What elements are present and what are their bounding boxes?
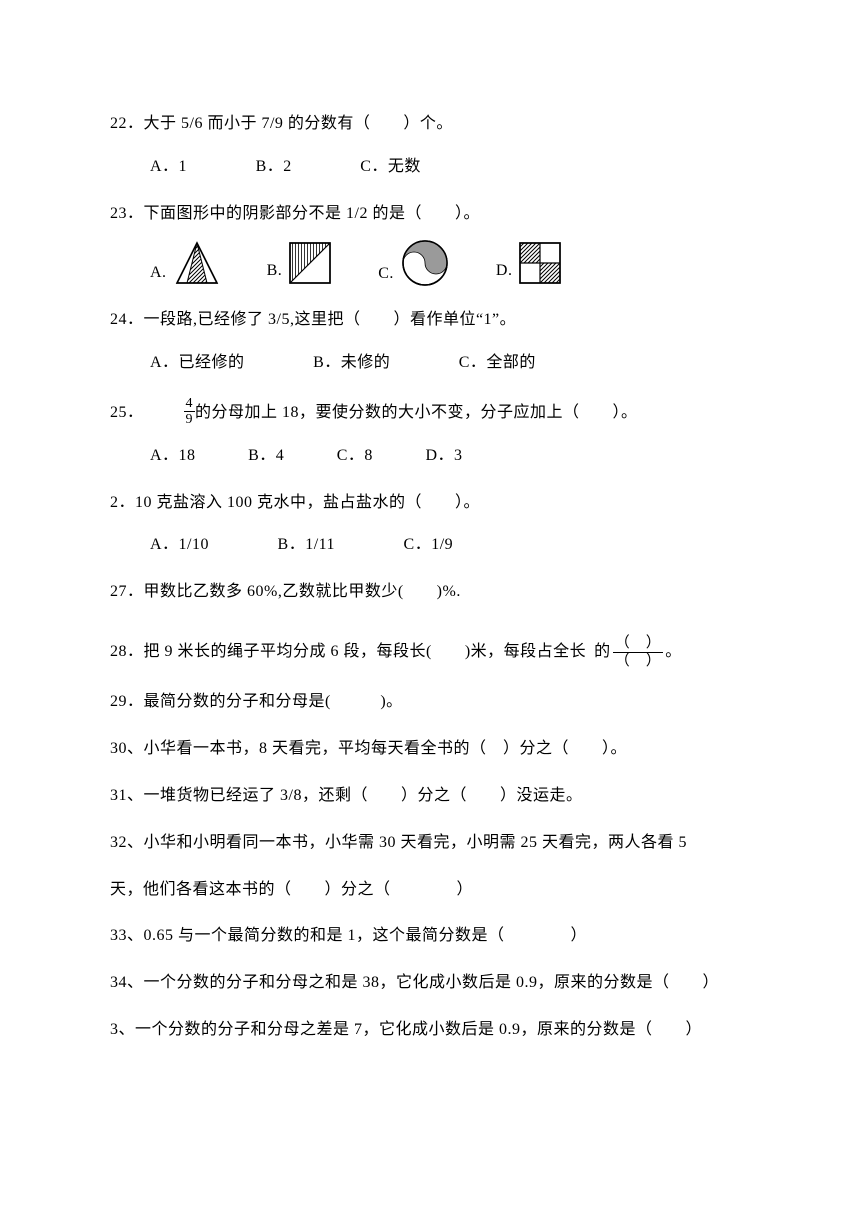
q23-label-c: C. (378, 260, 394, 289)
q26-opt-b: B．1/11 (278, 531, 336, 560)
q23-opt-b: B. (267, 241, 333, 285)
q28-trailing: 的 （ ） （ ） 。 (594, 635, 682, 671)
q26-text: 2．10 克盐溶入 100 克水中，盐占盐水的（ ）。 (110, 489, 760, 518)
q29: 29．最简分数的分子和分母是( )。 (110, 688, 760, 717)
q25-opt-c: C．8 (337, 442, 373, 471)
q23-text: 23．下面图形中的阴影部分不是 1/2 的是（ ）。 (110, 200, 760, 229)
q23-opt-d: D. (496, 241, 563, 285)
q31: 31、一堆货物已经运了 3/8，还剩（ ）分之（ ）没运走。 (110, 782, 760, 811)
paren-fraction: （ ） （ ） (613, 635, 664, 671)
q23: 23．下面图形中的阴影部分不是 1/2 的是（ ）。 A. B. (110, 200, 760, 289)
q27: 27．甲数比乙数多 60%,乙数就比甲数少( )%. (110, 578, 760, 607)
q24-options: A．已经修的 B．未修的 C．全部的 (110, 349, 760, 378)
q25-options: A．18 B．4 C．8 D．3 (110, 442, 760, 471)
q25-opt-b: B．4 (248, 442, 284, 471)
q26-opt-c: C．1/9 (404, 531, 454, 560)
q34: 34、一个分数的分子和分母之和是 38，它化成小数后是 0.9，原来的分数是（ … (110, 969, 760, 998)
q28-period: 。 (665, 638, 682, 667)
q25-prefix: 25． (110, 399, 144, 428)
paren-frac-den: （ ） (613, 652, 664, 670)
q32a: 32、小华和小明看同一本书，小华需 30 天看完，小明需 25 天看完，两人各看… (110, 829, 760, 858)
q26-opt-a: A．1/10 (150, 531, 209, 560)
q32b: 天，他们各看这本书的（ ）分之（ ） (110, 876, 760, 905)
q24: 24．一段路,已经修了 3/5,这里把（ ）看作单位“1”。 A．已经修的 B．… (110, 306, 760, 378)
paren-frac-num: （ ） (613, 635, 664, 652)
q22-text: 22．大于 5/6 而小于 7/9 的分数有（ ）个。 (110, 110, 760, 139)
q26-options: A．1/10 B．1/11 C．1/9 (110, 531, 760, 560)
q25-text: 25． 4 9 的分母加上 18，要使分数的大小不变，分子应加上（ ）。 (110, 396, 760, 428)
fraction-4-9: 4 9 (184, 396, 196, 428)
q25: 25． 4 9 的分母加上 18，要使分数的大小不变，分子应加上（ ）。 A．1… (110, 396, 760, 471)
q22-opt-c: C．无数 (360, 153, 421, 182)
q22: 22．大于 5/6 而小于 7/9 的分数有（ ）个。 A．1 B．2 C．无数 (110, 110, 760, 182)
q22-options: A．1 B．2 C．无数 (110, 153, 760, 182)
frac-den: 9 (184, 411, 196, 427)
q24-opt-a: A．已经修的 (150, 349, 245, 378)
q23-opt-c: C. (378, 238, 450, 288)
q35: 3、一个分数的分子和分母之差是 7，它化成小数后是 0.9，原来的分数是（ ） (110, 1016, 760, 1045)
q23-label-b: B. (267, 257, 283, 286)
q26: 2．10 克盐溶入 100 克水中，盐占盐水的（ ）。 A．1/10 B．1/1… (110, 489, 760, 561)
q23-options: A. B. (110, 238, 760, 288)
q23-opt-a: A. (150, 239, 221, 287)
q25-opt-d: D．3 (425, 442, 462, 471)
q33: 33、0.65 与一个最简分数的和是 1，这个最简分数是（ ） (110, 922, 760, 951)
square-diag-icon (288, 241, 332, 285)
q28-main: 28．把 9 米长的绳子平均分成 6 段，每段长( )米，每段占全长 (110, 638, 586, 667)
frac-num: 4 (184, 396, 196, 411)
q25-rest: 的分母加上 18，要使分数的大小不变，分子应加上（ ）。 (195, 399, 638, 428)
q28: 28．把 9 米长的绳子平均分成 6 段，每段长( )米，每段占全长 的 （ ）… (110, 635, 760, 671)
q23-label-d: D. (496, 257, 513, 286)
q25-opt-a: A．18 (150, 442, 196, 471)
q24-text: 24．一段路,已经修了 3/5,这里把（ ）看作单位“1”。 (110, 306, 760, 335)
grid-icon (518, 241, 562, 285)
triangle-icon (173, 239, 221, 287)
q30: 30、小华看一本书，8 天看完，平均每天看全书的（ ）分之（ ）。 (110, 735, 760, 764)
q23-label-a: A. (150, 259, 167, 288)
q28-de: 的 (594, 638, 611, 667)
circle-icon (400, 238, 450, 288)
page-root: 22．大于 5/6 而小于 7/9 的分数有（ ）个。 A．1 B．2 C．无数… (0, 0, 860, 1103)
q22-opt-a: A．1 (150, 153, 187, 182)
q24-opt-c: C．全部的 (459, 349, 536, 378)
q24-opt-b: B．未修的 (313, 349, 390, 378)
q22-opt-b: B．2 (256, 153, 292, 182)
